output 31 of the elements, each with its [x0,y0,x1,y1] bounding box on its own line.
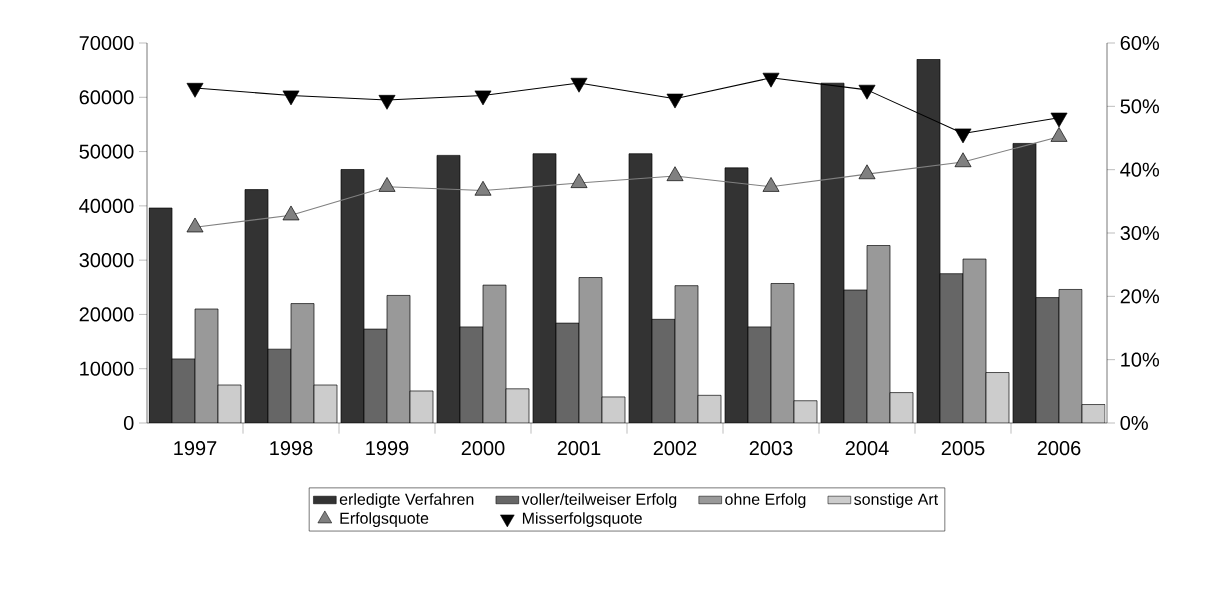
y2-tick-label: 60% [1120,35,1160,51]
y-tick-label: 70000 [79,35,134,51]
y-tick-label: 50000 [79,144,134,159]
y2-tick-label: 10% [1121,352,1160,367]
y-tick-label: 10000 [80,361,134,376]
legend-label: ohne Erfolg [725,493,806,509]
y2-tick-label: 0% [1120,415,1148,431]
y-tick-label: 30000 [79,253,134,268]
y-tick-label: 20000 [79,307,134,322]
x-tick-label: 1997 [174,441,217,456]
y2-tick-label: 30% [1120,225,1160,241]
x-tick-label: 1998 [270,441,313,456]
legend-label: Misserfolgsquote [522,512,642,528]
x-tick-label: 2001 [557,441,601,456]
x-tick-label: 2002 [653,441,697,456]
legend-label: Erfolgsquote [340,512,429,528]
y-tick-label: 0 [123,415,134,431]
legend-label: voller/teilweiser Erfolg [521,493,677,509]
x-tick-label: 2005 [941,441,985,456]
x-tick-label: 2006 [1037,441,1081,456]
y2-tick-label: 20% [1120,289,1160,304]
x-tick-label: 2000 [461,441,505,456]
legend-label: sonstige Art [854,493,939,509]
legend-label: erledigte Verfahren [339,493,474,509]
x-tick-label: 2003 [749,441,793,456]
x-tick-label: 1999 [366,441,409,456]
y2-tick-label: 50% [1120,99,1160,114]
x-tick-label: 2004 [845,441,889,456]
y-tick-label: 60000 [79,90,134,105]
y-tick-label: 40000 [79,198,134,213]
y2-tick-label: 40% [1120,162,1160,177]
